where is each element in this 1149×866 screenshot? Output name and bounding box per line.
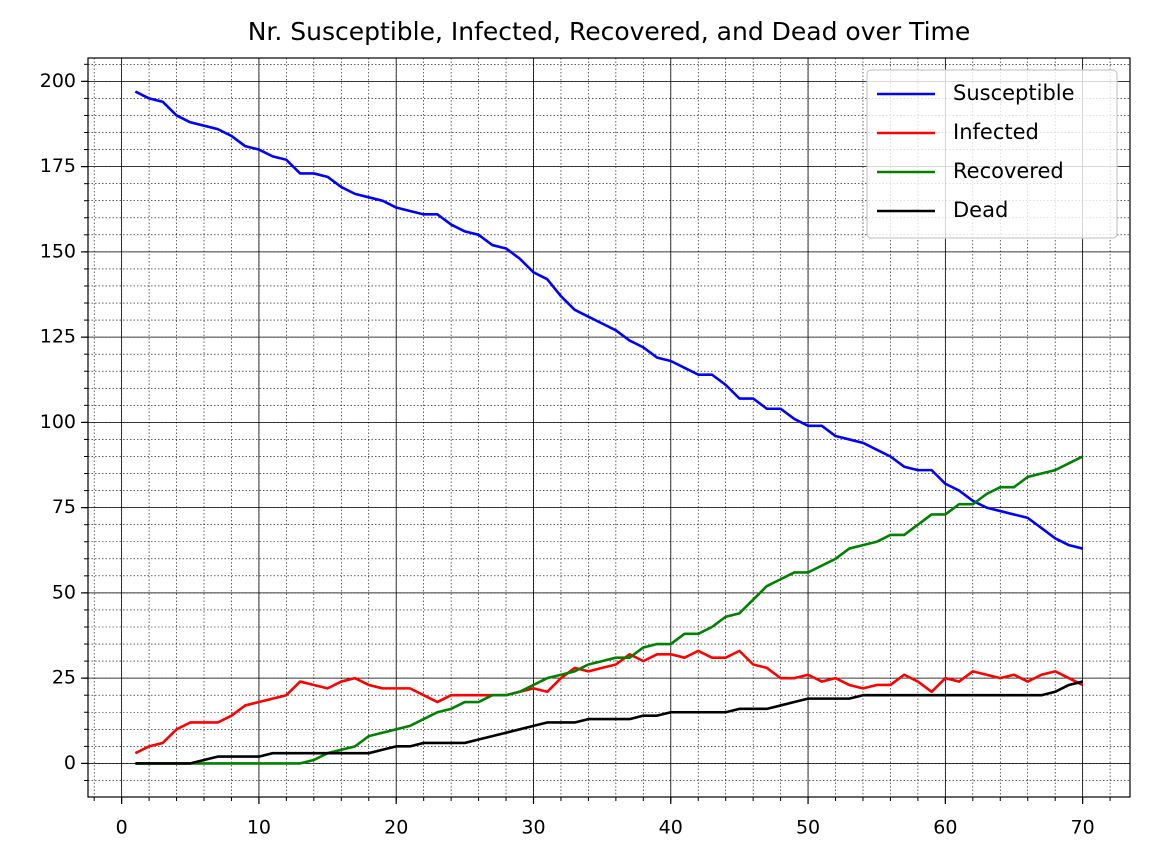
y-tick-label: 200 bbox=[40, 70, 76, 92]
line bbox=[135, 455, 1084, 765]
line bbox=[134, 90, 1083, 550]
x-tick-label: 60 bbox=[933, 817, 957, 839]
legend-box bbox=[866, 69, 1118, 239]
legend-label: Recovered bbox=[953, 159, 1064, 183]
x-tick-label: 40 bbox=[659, 817, 683, 839]
x-tick-label: 10 bbox=[247, 817, 271, 839]
x-tick-label: 20 bbox=[384, 817, 408, 839]
legend: Susceptible Infected Recovered Dead bbox=[866, 69, 1118, 239]
y-tick-label: 175 bbox=[40, 155, 76, 177]
y-tick-label: 0 bbox=[64, 752, 76, 774]
y-tick-label: 150 bbox=[40, 240, 76, 262]
chart-title: Nr. Susceptible, Infected, Recovered, an… bbox=[248, 17, 971, 46]
y-tick-label: 25 bbox=[52, 667, 76, 689]
plot-frame bbox=[87, 57, 1131, 798]
legend-label: Susceptible bbox=[953, 81, 1075, 105]
x-tick-label: 30 bbox=[521, 817, 545, 839]
x-tick-label: 70 bbox=[1071, 817, 1095, 839]
line bbox=[135, 680, 1083, 765]
x-tick-label: 0 bbox=[116, 817, 128, 839]
plot-area: 0 10 20 30 40 50 60 70 0 25 50 75 100 125 150 175 200 Sus… bbox=[40, 57, 1131, 839]
y-tick-label: 125 bbox=[40, 326, 76, 348]
y-tick-label: 100 bbox=[40, 411, 76, 433]
y-tick-label: 50 bbox=[52, 581, 76, 603]
legend-label: Dead bbox=[953, 198, 1008, 222]
legend-label: Infected bbox=[953, 120, 1039, 144]
y-tick-label: 75 bbox=[52, 496, 76, 518]
x-tick-label: 50 bbox=[796, 817, 820, 839]
line bbox=[134, 649, 1084, 755]
